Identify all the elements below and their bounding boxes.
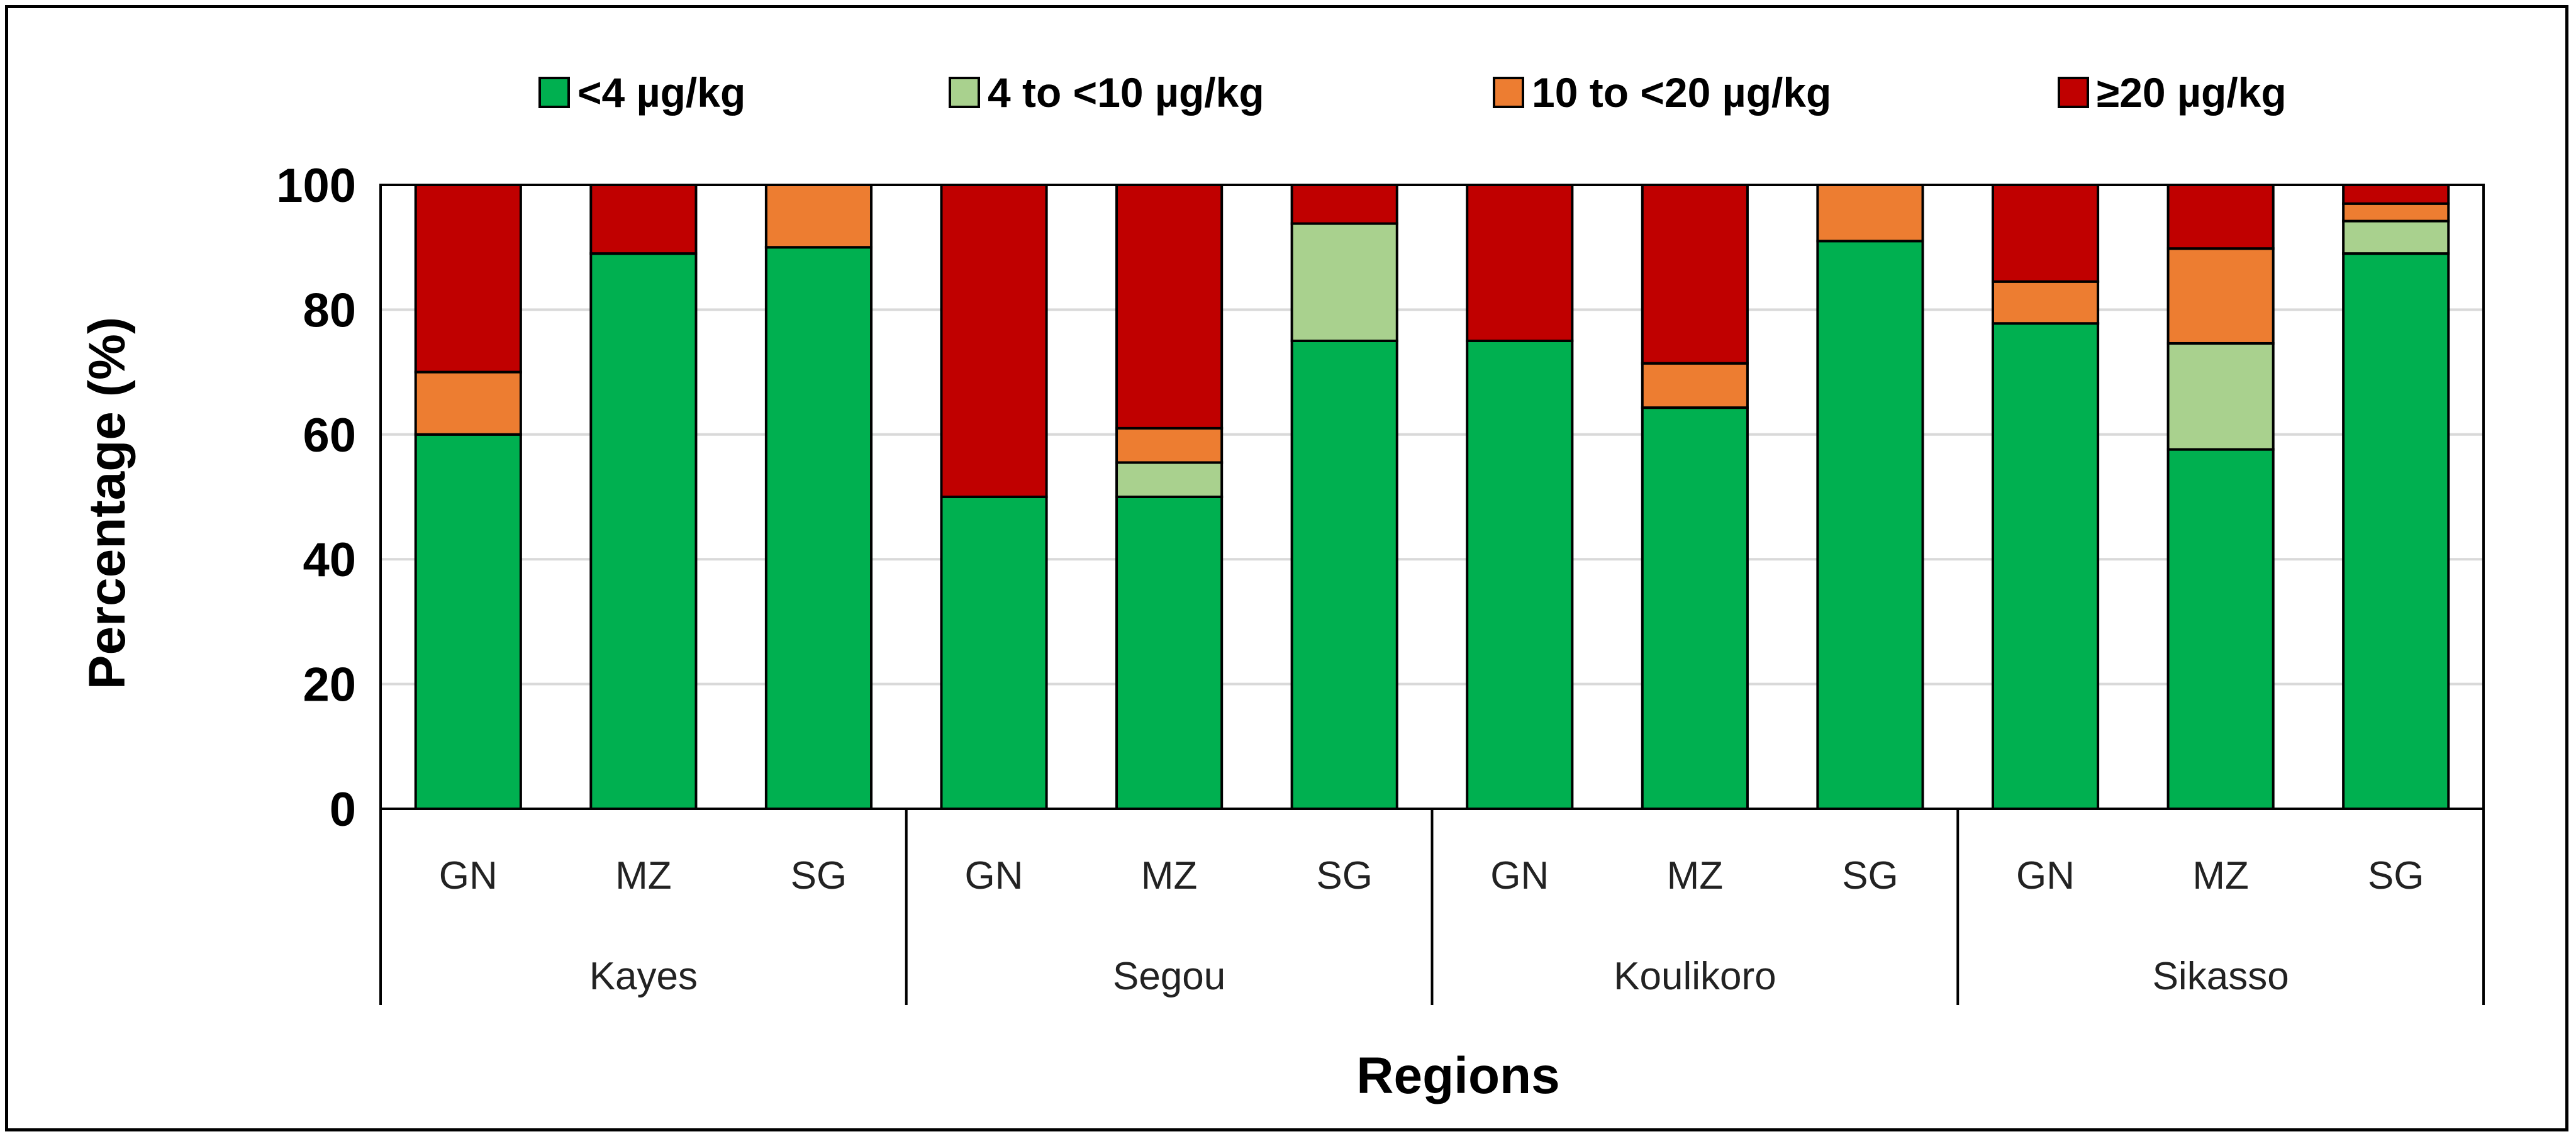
group-label: Koulikoro — [1614, 955, 1776, 998]
bar-segment — [1115, 426, 1224, 464]
group-label: Kayes — [589, 955, 698, 998]
y-tick-label: 20 — [303, 658, 356, 712]
bar-segment — [414, 433, 522, 810]
legend-label: 10 to <20 µg/kg — [1532, 69, 1831, 116]
bar-segment — [940, 496, 1048, 810]
legend-label: ≥20 µg/kg — [2097, 69, 2287, 116]
bar-segment — [1290, 340, 1398, 810]
category-label: GN — [965, 854, 1023, 897]
bar-segment — [2342, 219, 2450, 255]
bar-segment — [2342, 252, 2450, 810]
y-tick-label: 80 — [303, 284, 356, 337]
bar-segment — [1816, 240, 1924, 810]
y-axis-label: Percentage (%) — [79, 317, 136, 689]
legend-swatch — [949, 77, 980, 108]
bar-segment — [589, 252, 698, 810]
bar-segment — [1290, 222, 1398, 342]
group-label: Segou — [1113, 955, 1225, 998]
bar-segment — [940, 184, 1048, 498]
legend: <4 µg/kg 4 to <10 µg/kg 10 to <20 µg/kg ≥20… — [538, 69, 2287, 116]
bar-segment — [589, 184, 698, 255]
bar-segment — [2342, 184, 2450, 205]
bar-segment — [1641, 184, 1749, 365]
bar-segment — [1641, 362, 1749, 409]
bar-segment — [1991, 184, 2100, 283]
category-label: SG — [2368, 854, 2424, 897]
bar-segment — [1115, 496, 1224, 810]
bar-segment — [2166, 247, 2275, 345]
y-tick-label: 40 — [303, 533, 356, 587]
category-label: SG — [791, 854, 847, 897]
legend-label: <4 µg/kg — [577, 69, 745, 116]
gridlines — [381, 308, 2484, 686]
bar-segment — [1991, 280, 2100, 325]
bar-segment — [1641, 406, 1749, 810]
bar-segment — [2166, 342, 2275, 451]
category-label: MZ — [615, 854, 672, 897]
y-tick-label: 0 — [330, 783, 356, 836]
bar-segment — [764, 246, 873, 810]
category-label: GN — [1490, 854, 1549, 897]
legend-swatch — [2058, 77, 2089, 108]
category-label: GN — [439, 854, 498, 897]
y-tick-label: 100 — [276, 159, 356, 213]
category-label: MZ — [1667, 854, 1724, 897]
x-axis-label: Regions — [1356, 1047, 1559, 1104]
bar-segment — [1290, 184, 1398, 225]
category-label: SG — [1842, 854, 1899, 897]
bar-segment — [1466, 340, 1574, 810]
bar-segment — [2166, 184, 2275, 250]
bar-segment — [1115, 184, 1224, 430]
x-category-labels: GN MZ SG Kayes GN MZ SG Segou GN MZ SG Koulikoro GN M… — [379, 809, 2485, 1005]
bar-segment — [414, 184, 522, 374]
bar-segment — [1816, 184, 1924, 243]
category-label: MZ — [1141, 854, 1198, 897]
bar-segment — [1991, 322, 2100, 810]
bar-segment — [2166, 448, 2275, 810]
bar-segment — [2342, 202, 2450, 223]
y-tick-labels: 0 20 40 60 80 100 — [276, 159, 356, 836]
category-label: GN — [2016, 854, 2075, 897]
group-label: Sikasso — [2153, 955, 2289, 998]
legend-label: 4 to <10 µg/kg — [988, 69, 1264, 116]
bars — [414, 184, 2450, 810]
bar-segment — [1115, 461, 1224, 499]
category-label: SG — [1316, 854, 1373, 897]
legend-swatch — [1493, 77, 1524, 108]
bar-segment — [1466, 184, 1574, 342]
category-label: MZ — [2192, 854, 2249, 897]
bar-segment — [764, 184, 873, 249]
bar-segment — [414, 370, 522, 436]
y-tick-label: 60 — [303, 409, 356, 462]
legend-swatch — [538, 77, 570, 108]
